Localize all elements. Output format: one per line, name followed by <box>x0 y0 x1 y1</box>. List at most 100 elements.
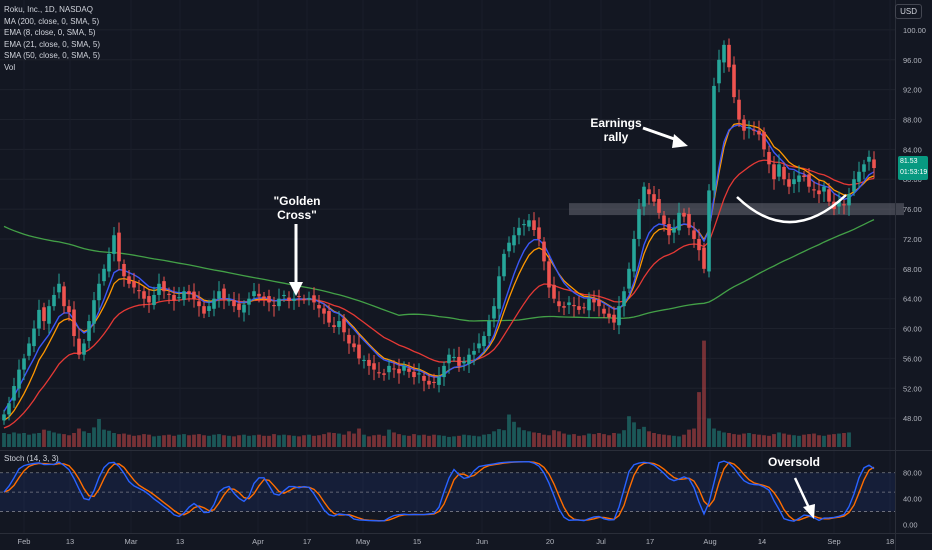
candle-up <box>777 164 781 177</box>
candle-up <box>282 294 286 297</box>
volume-bar <box>217 434 221 447</box>
candle-down <box>782 166 786 180</box>
candle-up <box>92 300 96 324</box>
candle-down <box>612 314 616 323</box>
volume-bar <box>102 429 106 447</box>
candle-up <box>157 283 161 295</box>
volume-bar <box>792 435 796 447</box>
annotation-arrows <box>289 126 847 519</box>
volume-bar <box>757 434 761 447</box>
volume-bar <box>777 432 781 447</box>
volume-bar <box>67 435 71 447</box>
candle-down <box>647 189 651 195</box>
volume-bar <box>582 435 586 447</box>
volume-bar <box>27 434 31 447</box>
candle-down <box>262 296 266 299</box>
candle-down <box>352 343 356 348</box>
candle-down <box>727 44 731 68</box>
candle-down <box>697 238 701 251</box>
volume-bar <box>372 435 376 447</box>
candle-down <box>557 301 561 307</box>
volume-bar <box>257 434 261 447</box>
candle-up <box>177 297 181 299</box>
volume-bar <box>7 434 11 447</box>
candle-up <box>672 227 676 233</box>
candle-down <box>322 308 326 314</box>
candle-down <box>62 286 66 307</box>
volume-bar <box>817 435 821 447</box>
volume-bar <box>337 433 341 447</box>
candle-down <box>607 313 611 318</box>
candle-down <box>662 215 666 225</box>
volume-bar <box>407 435 411 447</box>
candle-up <box>47 306 51 324</box>
candle-down <box>312 295 316 303</box>
candle-up <box>97 283 101 301</box>
volume-bar <box>772 434 776 447</box>
currency-button[interactable]: USD <box>895 4 922 19</box>
volume-bar <box>442 435 446 447</box>
volume-bar <box>152 436 156 447</box>
price-tick-label: 68.00 <box>903 265 922 274</box>
time-tick-label: Jun <box>476 537 488 546</box>
candle-down <box>427 380 431 385</box>
candle-up <box>102 268 106 282</box>
volume-bar <box>247 435 251 447</box>
time-tick-label: May <box>356 537 370 546</box>
price-tick-label: 48.00 <box>903 414 922 423</box>
candle-up <box>107 253 111 272</box>
candle-down <box>67 306 71 313</box>
candle-down <box>232 300 236 307</box>
candle-up <box>7 403 11 415</box>
volume-bar <box>547 435 551 447</box>
time-tick-label: Jul <box>596 537 606 546</box>
volume-bar <box>607 435 611 447</box>
volume-bar <box>592 434 596 447</box>
volume-bar <box>507 414 511 447</box>
volume-bar <box>277 435 281 447</box>
earnings-arrowhead <box>672 134 688 148</box>
earnings-annotation: Earnings rally <box>590 116 642 144</box>
price-tick-label: 100.00 <box>903 26 926 35</box>
candle-up <box>707 190 711 272</box>
time-tick-label: Feb <box>18 537 31 546</box>
oversold-annotation: Oversold <box>767 455 821 469</box>
candle-up <box>362 359 366 362</box>
candle-down <box>572 305 576 307</box>
candle-up <box>182 291 186 300</box>
stoch-k-line <box>3 460 875 522</box>
volume-bar <box>657 434 661 447</box>
volume-bar <box>617 433 621 447</box>
golden-cross-annotation: "Golden Cross" <box>273 194 321 222</box>
candle-down <box>542 241 546 262</box>
time-tick-label: 17 <box>303 537 311 546</box>
volume-bar <box>702 340 706 447</box>
candle-up <box>242 304 246 313</box>
volume-bar <box>677 436 681 447</box>
candle-up <box>2 414 6 421</box>
legend-ema8: EMA (8, close, 0, SMA, 5) <box>4 28 96 38</box>
candle-up <box>307 297 311 300</box>
volume-bar <box>402 435 406 447</box>
last-price-tag: 81.53 01:53:19 <box>898 156 928 180</box>
volume-bar <box>472 435 476 447</box>
candle-down <box>657 199 661 213</box>
volume-bar <box>477 436 481 447</box>
candle-down <box>757 130 761 135</box>
volume-bar <box>62 434 66 447</box>
candle-up <box>627 268 631 289</box>
volume-bar <box>57 433 61 447</box>
candle-down <box>577 306 581 310</box>
candle-up <box>402 365 406 371</box>
candle-up <box>747 126 751 129</box>
candle-down <box>147 296 151 303</box>
volume-bar <box>782 433 786 447</box>
volume-bar <box>12 432 16 447</box>
candle-down <box>432 381 436 383</box>
volume-bar <box>462 434 466 447</box>
volume-bar <box>637 429 641 447</box>
volume-bar <box>602 434 606 447</box>
candle-down <box>272 305 276 307</box>
